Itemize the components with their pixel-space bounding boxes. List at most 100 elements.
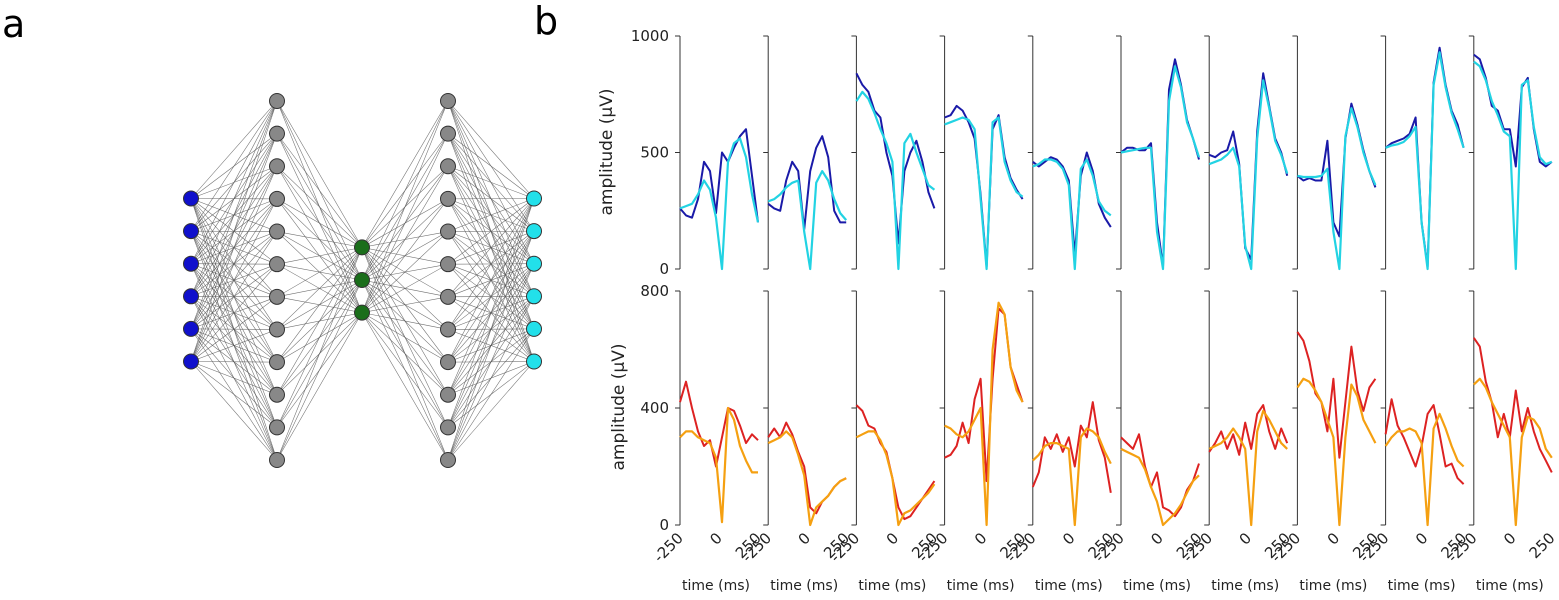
- x-axis-title: time (ms): [1476, 578, 1544, 594]
- network-edge: [276, 247, 363, 363]
- series-line: [944, 116, 1024, 271]
- network-node-hidden-1: [269, 93, 285, 109]
- network-edge: [447, 100, 535, 199]
- x-tick-label: 0: [1059, 529, 1078, 548]
- series-line: [1031, 401, 1112, 493]
- network-node-latent: [354, 239, 370, 256]
- network-node-hidden-1: [269, 125, 285, 142]
- series-line: [1120, 58, 1200, 268]
- network-node-input: [183, 255, 199, 272]
- network-edge: [361, 312, 449, 330]
- network-edge: [190, 361, 278, 395]
- x-axis-title: time (ms): [1388, 578, 1456, 594]
- network-edge: [190, 361, 278, 363]
- network-node-hidden-2: [440, 321, 456, 338]
- network-edge: [447, 198, 535, 395]
- network-edge: [190, 296, 278, 362]
- series-line: [1472, 337, 1553, 473]
- network-edge: [361, 296, 449, 313]
- network-node-input: [183, 353, 199, 370]
- network-edge: [361, 100, 449, 313]
- series-line: [1208, 79, 1289, 271]
- network-node-output: [526, 320, 542, 337]
- top-panel-7: [1204, 35, 1289, 271]
- top-panel-4: [939, 35, 1024, 271]
- network-node-hidden-2: [440, 452, 456, 468]
- series-line: [679, 137, 760, 271]
- x-tick-label: 0: [971, 529, 990, 548]
- series-line: [1384, 398, 1465, 485]
- series-line: [944, 301, 1024, 527]
- network-edge: [447, 263, 535, 461]
- series-line: [855, 90, 936, 271]
- network-edge: [276, 166, 363, 248]
- amplitude-charts: amplitude (μV) amplitude (μV) 0 500 1000 0 4…: [597, 27, 1559, 594]
- network-node-hidden-1: [269, 452, 285, 468]
- network-node-hidden-2: [440, 93, 456, 109]
- network-node-hidden-2: [440, 256, 456, 273]
- network-edge: [361, 100, 449, 248]
- x-axis-title: time (ms): [1211, 578, 1279, 594]
- y-tick-label: 500: [640, 144, 669, 162]
- y-tick-label: 0: [659, 260, 669, 278]
- network-edge: [276, 247, 363, 428]
- network-node-hidden-1: [269, 321, 285, 338]
- network-node-output: [526, 288, 542, 305]
- network-node-hidden-2: [440, 125, 456, 142]
- network-edge: [190, 100, 278, 199]
- network-node-input: [183, 288, 199, 305]
- top-panel-9: [1380, 35, 1465, 271]
- network-edge: [361, 133, 449, 313]
- panel-letter-a: a: [2, 2, 25, 46]
- network-edge: [361, 312, 449, 461]
- network-node-hidden-2: [440, 223, 456, 240]
- network-edges: [190, 100, 535, 461]
- top-panel-3: [851, 35, 936, 271]
- network-edge: [447, 361, 535, 461]
- network-nodes: [183, 93, 542, 468]
- x-tick-label: 0: [795, 529, 814, 548]
- y-tick-label: 800: [640, 282, 669, 300]
- series-line: [767, 430, 847, 527]
- network-edge: [447, 198, 535, 232]
- x-axis-title: time (ms): [770, 578, 838, 594]
- bottom-row-ylabel: amplitude (μV): [609, 343, 629, 470]
- network-edge: [361, 312, 449, 363]
- series-line: [1473, 53, 1553, 168]
- network-edge: [190, 198, 278, 362]
- x-axis-title: time (ms): [682, 578, 750, 594]
- network-edge: [276, 279, 363, 461]
- series-line: [1297, 107, 1377, 271]
- network-node-output: [526, 255, 542, 272]
- x-tick-label: 0: [1500, 529, 1519, 548]
- network-edge: [190, 100, 278, 362]
- top-panel-5: [1027, 35, 1112, 271]
- network-edge: [447, 231, 535, 461]
- y-tick-label: 0: [659, 516, 669, 534]
- network-node-output: [526, 353, 542, 370]
- series-line: [1120, 65, 1201, 271]
- network-edge: [190, 361, 278, 461]
- x-tick-label: -250: [650, 529, 687, 566]
- network-edge: [190, 100, 278, 232]
- network-edge: [447, 166, 535, 199]
- network-node-output: [526, 190, 542, 207]
- series-line: [855, 430, 936, 527]
- series-line: [767, 135, 847, 231]
- x-axis-title: time (ms): [1123, 578, 1191, 594]
- network-edge: [190, 166, 278, 362]
- series-line: [1296, 102, 1377, 238]
- top-panel-10: [1468, 35, 1553, 271]
- series-line: [1208, 404, 1289, 456]
- series-line: [679, 380, 759, 468]
- network-edge: [447, 198, 535, 330]
- network-node-hidden-2: [440, 419, 456, 436]
- network-edge: [276, 247, 363, 395]
- top-panel-8: [1292, 35, 1377, 271]
- series-line: [1032, 158, 1112, 271]
- network-node-input: [183, 190, 199, 207]
- x-tick-label: 0: [706, 529, 725, 548]
- network-edge: [447, 198, 535, 265]
